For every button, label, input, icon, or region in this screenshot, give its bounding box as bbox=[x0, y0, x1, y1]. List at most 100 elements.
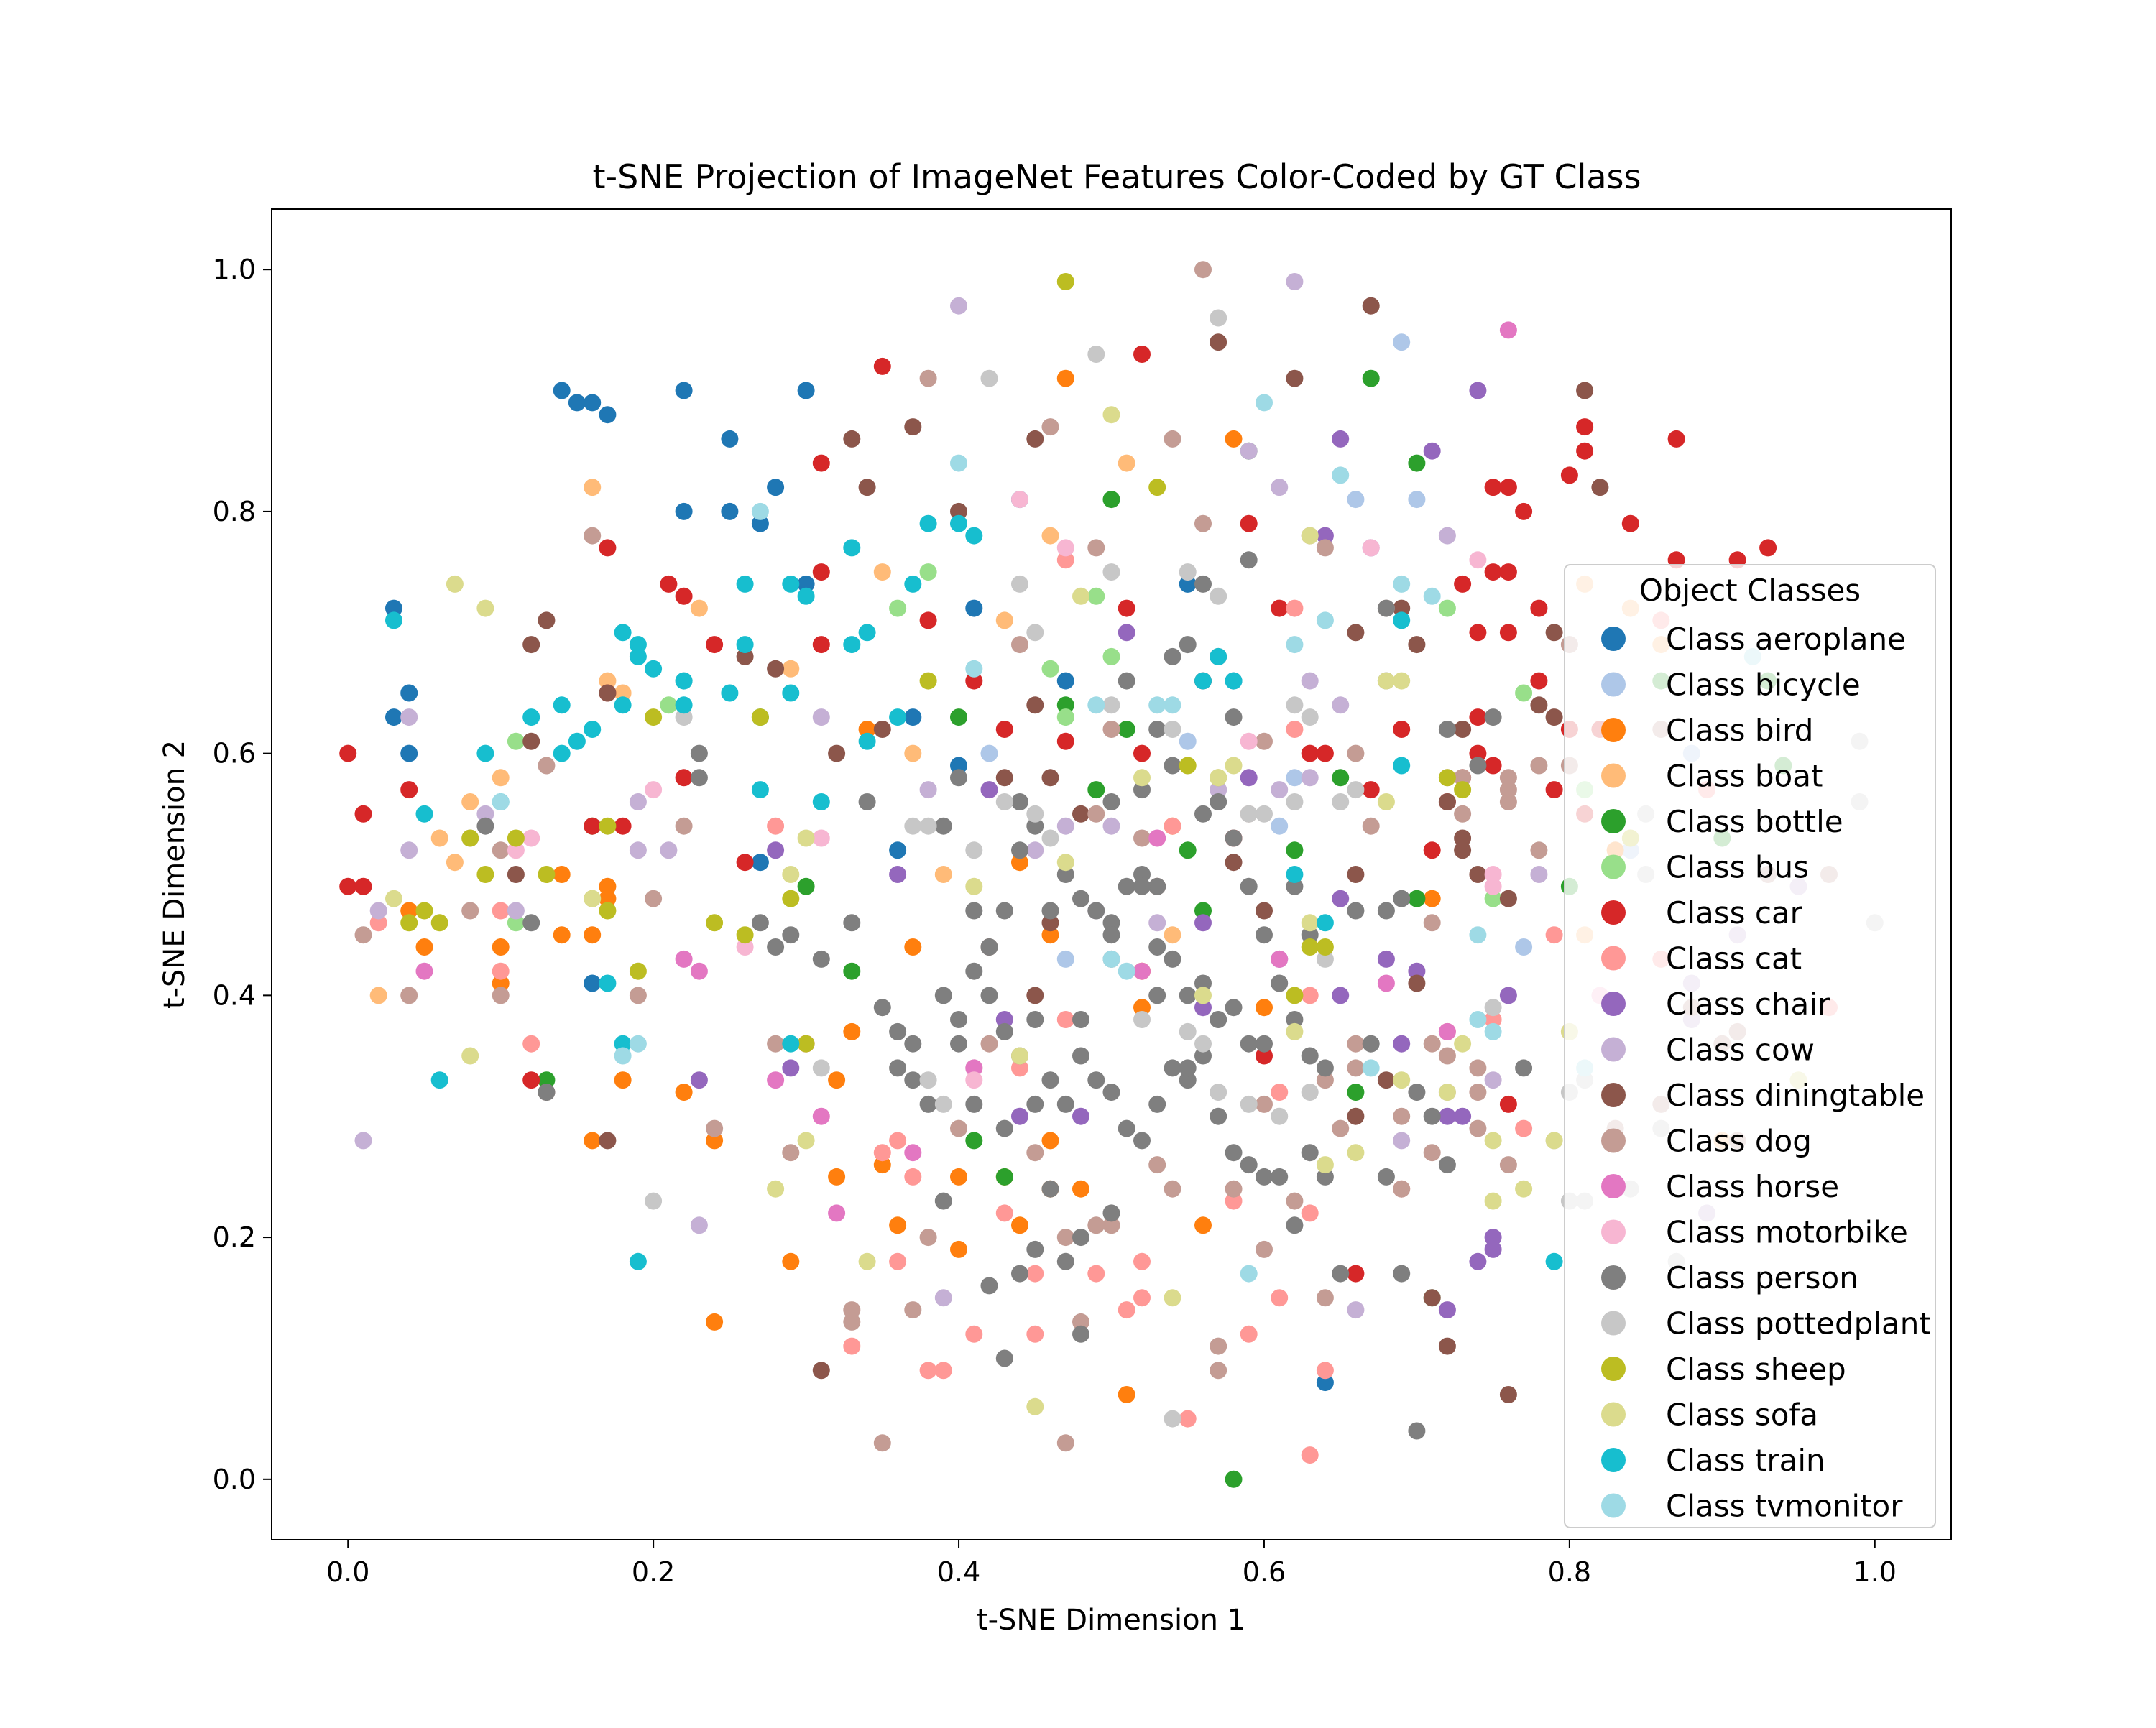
data-point bbox=[1286, 1011, 1304, 1028]
legend-marker bbox=[1601, 1037, 1626, 1062]
data-point bbox=[1240, 514, 1258, 532]
data-point bbox=[1056, 817, 1074, 835]
data-point bbox=[1148, 696, 1166, 714]
data-point bbox=[645, 781, 663, 799]
data-point bbox=[1102, 817, 1120, 835]
data-point bbox=[751, 502, 769, 520]
data-point bbox=[1408, 1084, 1426, 1101]
data-point bbox=[1225, 757, 1243, 775]
data-point bbox=[706, 1132, 724, 1150]
data-point bbox=[1194, 672, 1212, 690]
data-point bbox=[1423, 890, 1441, 907]
data-point bbox=[538, 1084, 556, 1101]
data-point bbox=[1286, 841, 1304, 859]
x-axis: 0.0 0.2 0.4 0.6 0.8 1.0 bbox=[326, 1540, 1897, 1588]
data-point bbox=[1332, 987, 1350, 1004]
data-point bbox=[1301, 914, 1319, 932]
data-point bbox=[858, 1252, 876, 1270]
data-point bbox=[1087, 1265, 1105, 1283]
data-point bbox=[1164, 817, 1181, 835]
data-point bbox=[950, 1240, 967, 1258]
data-point bbox=[1271, 781, 1289, 799]
data-point bbox=[919, 1362, 937, 1380]
data-point bbox=[1056, 854, 1074, 872]
legend-label: Class sofa bbox=[1666, 1397, 1818, 1433]
data-point bbox=[629, 647, 647, 665]
data-point bbox=[461, 793, 479, 810]
data-point bbox=[1469, 866, 1487, 883]
data-point bbox=[1041, 1180, 1059, 1198]
legend-item: Class train bbox=[1601, 1443, 1825, 1478]
data-point bbox=[584, 926, 602, 944]
data-point bbox=[507, 914, 525, 932]
data-point bbox=[1484, 999, 1502, 1017]
data-point bbox=[476, 817, 494, 835]
data-point bbox=[736, 636, 754, 654]
data-point bbox=[1286, 636, 1304, 654]
data-point bbox=[1316, 1374, 1334, 1392]
data-point bbox=[1286, 273, 1304, 290]
data-point bbox=[599, 877, 617, 895]
data-point bbox=[1530, 866, 1548, 883]
legend-marker bbox=[1601, 946, 1626, 971]
data-point bbox=[1225, 1180, 1243, 1198]
legend-label: Class motorbike bbox=[1666, 1215, 1908, 1250]
data-point bbox=[919, 1095, 937, 1113]
data-point bbox=[1026, 805, 1044, 823]
data-point bbox=[1484, 479, 1502, 496]
data-point bbox=[1118, 877, 1135, 895]
data-point bbox=[1011, 1265, 1028, 1283]
data-point bbox=[400, 902, 418, 920]
data-point bbox=[1377, 974, 1395, 992]
data-point bbox=[1072, 1180, 1089, 1198]
data-point bbox=[1271, 479, 1289, 496]
data-point bbox=[1271, 1168, 1289, 1186]
data-point bbox=[965, 1132, 983, 1150]
data-point bbox=[1102, 406, 1120, 424]
data-point bbox=[1499, 781, 1517, 799]
data-point bbox=[1560, 466, 1578, 484]
data-point bbox=[934, 1289, 952, 1307]
data-point bbox=[1194, 1216, 1212, 1234]
data-point bbox=[1256, 999, 1273, 1017]
data-point bbox=[1469, 1119, 1487, 1137]
data-point bbox=[1210, 793, 1227, 810]
data-point bbox=[1056, 696, 1074, 714]
data-point bbox=[873, 1144, 891, 1162]
data-point bbox=[354, 926, 372, 944]
data-point bbox=[919, 1071, 937, 1089]
data-point bbox=[782, 866, 800, 883]
data-point bbox=[675, 708, 693, 726]
legend-item: Class bird bbox=[1601, 713, 1813, 748]
data-point bbox=[507, 841, 525, 859]
data-point bbox=[1286, 369, 1304, 387]
data-point bbox=[950, 502, 967, 520]
data-point bbox=[965, 841, 983, 859]
data-point bbox=[584, 394, 602, 412]
data-point bbox=[904, 708, 922, 726]
data-point bbox=[919, 817, 937, 835]
data-point bbox=[1484, 757, 1502, 775]
data-point bbox=[599, 890, 617, 907]
data-point bbox=[782, 575, 800, 593]
data-point bbox=[1423, 1035, 1441, 1053]
data-point bbox=[1301, 938, 1319, 956]
data-point bbox=[675, 587, 693, 605]
data-point bbox=[1256, 805, 1273, 823]
data-point bbox=[1102, 721, 1120, 738]
data-point bbox=[1499, 563, 1517, 581]
legend-item: Class aeroplane bbox=[1601, 622, 1906, 657]
data-point bbox=[1438, 769, 1456, 787]
data-point bbox=[889, 1252, 907, 1270]
data-point bbox=[568, 732, 586, 750]
data-point bbox=[797, 382, 815, 399]
data-point bbox=[919, 1229, 937, 1247]
data-point bbox=[1118, 721, 1135, 738]
data-point bbox=[904, 1071, 922, 1089]
data-point bbox=[1194, 902, 1212, 920]
data-point bbox=[1133, 877, 1151, 895]
data-point bbox=[1225, 1192, 1243, 1210]
data-point bbox=[507, 829, 525, 847]
data-point bbox=[1484, 866, 1502, 883]
legend-marker bbox=[1601, 900, 1626, 925]
